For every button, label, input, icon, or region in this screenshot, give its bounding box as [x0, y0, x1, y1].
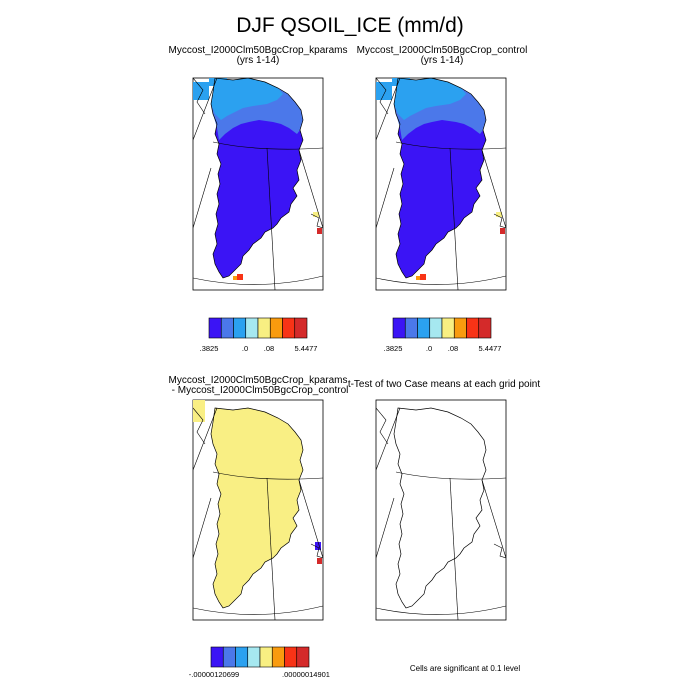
colorbar-kparams-tick: .08 [263, 344, 275, 353]
map-panel-difference [192, 399, 324, 621]
colorbar-cell [466, 317, 480, 339]
colorbar-cell [245, 317, 259, 339]
colorbar-cell [284, 646, 298, 668]
colorbar-cell [478, 317, 492, 339]
figure-title: DJF QSOIL_ICE (mm/d) [236, 14, 464, 37]
map-panel-control [375, 77, 507, 291]
colorbar-cell [269, 317, 283, 339]
colorbar-kparams-tick: .3825 [199, 344, 219, 353]
colorbar-cell [235, 646, 249, 668]
colorbar-difference-tick: -.00000120699 [188, 670, 240, 679]
colorbar-cell [453, 317, 467, 339]
colorbar-cell [296, 646, 310, 668]
colorbar-cell [271, 646, 285, 668]
colorbar-kparams [208, 317, 308, 339]
panel-diff-title-line1: Myccost_I2000Clm50BgcCrop_kparams [168, 375, 348, 386]
panel-kparams-title: Myccost_I2000Clm50BgcCrop_kparams [168, 45, 348, 56]
colorbar-cell [404, 317, 418, 339]
colorbar-cell [259, 646, 273, 668]
ttest-note: Cells are significant at 0.1 level [409, 664, 521, 673]
colorbar-cell [441, 317, 455, 339]
colorbar-cell [233, 317, 247, 339]
colorbar-cell [294, 317, 308, 339]
map-panel-ttest [375, 399, 507, 621]
colorbar-cell [417, 317, 431, 339]
colorbar-control [392, 317, 492, 339]
panel-diff-title-line2: - Myccost_I2000Clm50BgcCrop_control [171, 385, 349, 396]
colorbar-cell [220, 317, 234, 339]
colorbar-cell [247, 646, 261, 668]
colorbar-control-tick: .08 [447, 344, 459, 353]
panel-kparams-subtitle: (yrs 1-14) [236, 55, 280, 66]
colorbar-cell [257, 317, 271, 339]
colorbar-control-tick: .3825 [383, 344, 403, 353]
colorbar-difference [210, 646, 310, 668]
colorbar-difference-tick: .00000014901 [282, 670, 330, 679]
panel-control-title: Myccost_I2000Clm50BgcCrop_control [356, 45, 528, 56]
panel-ttest-title: t-Test of two Case means at each grid po… [347, 379, 541, 390]
map-panel-kparams [192, 77, 324, 291]
colorbar-control-tick: 5.4477 [478, 344, 502, 353]
colorbar-kparams-tick: .0 [241, 344, 249, 353]
colorbar-cell [429, 317, 443, 339]
colorbar-kparams-tick: 5.4477 [294, 344, 318, 353]
colorbar-control-tick: .0 [425, 344, 433, 353]
colorbar-cell [392, 317, 406, 339]
colorbar-cell [282, 317, 296, 339]
colorbar-cell [208, 317, 222, 339]
colorbar-cell [210, 646, 224, 668]
colorbar-cell [222, 646, 236, 668]
panel-control-subtitle: (yrs 1-14) [420, 55, 464, 66]
